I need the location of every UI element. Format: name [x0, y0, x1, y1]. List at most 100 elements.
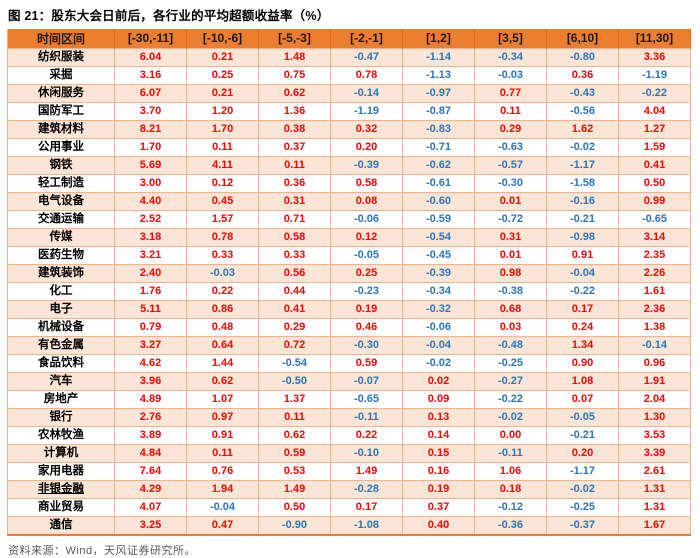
value-cell: 0.45 [186, 191, 259, 211]
value-cell: -0.14 [330, 83, 403, 103]
table-body: 纺织服装 6.04 0.21 1.48 -0.47 -1.14 -0.34 -0.80 3.36… [7, 47, 691, 535]
value-cell: 0.01 [474, 245, 547, 265]
value-cell: -0.90 [258, 515, 331, 535]
industry-label: 房地产 [7, 389, 115, 409]
value-cell: 4.62 [114, 353, 187, 373]
value-cell: 0.11 [258, 407, 331, 427]
table-row: 银行 2.76 0.97 0.11 -0.11 0.13 -0.02 -0.05 1.30 [7, 407, 691, 427]
value-cell: 1.49 [330, 461, 403, 481]
value-cell: 0.44 [258, 281, 331, 301]
value-cell: 0.22 [330, 425, 403, 445]
value-cell: -0.28 [330, 479, 403, 499]
value-cell: 7.64 [114, 461, 187, 481]
table-row: 轻工制造 3.00 0.12 0.36 0.58 -0.61 -0.30 -1.58 0.50 [7, 173, 691, 193]
value-cell: 1.06 [474, 461, 547, 481]
value-cell: -0.54 [258, 353, 331, 373]
value-cell: -0.39 [330, 155, 403, 175]
value-cell: 2.26 [618, 263, 691, 283]
table-row: 计算机 4.84 0.11 0.59 -0.10 0.15 -0.11 0.20 3.39 [7, 443, 691, 463]
value-cell: 0.24 [546, 317, 619, 337]
value-cell: 0.25 [186, 65, 259, 85]
value-cell: 5.11 [114, 299, 187, 319]
table-row: 采掘 3.16 0.25 0.75 0.78 -1.13 -0.03 0.36 -1.19 [7, 65, 691, 85]
value-cell: -0.80 [546, 47, 619, 67]
value-cell: 0.29 [258, 317, 331, 337]
value-cell: 1.67 [618, 515, 691, 535]
table-row: 有色金属 3.27 0.64 0.72 -0.30 -0.04 -0.48 1.34 -0.14 [7, 335, 691, 355]
value-cell: 0.53 [258, 461, 331, 481]
value-cell: -0.02 [546, 137, 619, 157]
value-cell: 0.71 [258, 209, 331, 229]
value-cell: 0.02 [402, 371, 475, 391]
value-cell: 1.94 [186, 479, 259, 499]
value-cell: -0.47 [330, 47, 403, 67]
value-cell: -0.62 [402, 155, 475, 175]
value-cell: 3.36 [618, 47, 691, 67]
value-cell: 0.29 [474, 119, 547, 139]
value-cell: -0.98 [546, 227, 619, 247]
table-row: 医药生物 3.21 0.33 0.33 -0.05 -0.45 0.01 0.91 2.35 [7, 245, 691, 265]
value-cell: -0.04 [546, 263, 619, 283]
value-cell: 1.49 [258, 479, 331, 499]
table-row: 钢铁 5.69 4.11 0.11 -0.39 -0.62 -0.57 -1.17 0.41 [7, 155, 691, 175]
value-cell: 0.33 [186, 245, 259, 265]
industry-label: 商业贸易 [7, 497, 115, 517]
value-cell: 0.62 [258, 83, 331, 103]
value-cell: 3.27 [114, 335, 187, 355]
industry-label: 化工 [7, 281, 115, 301]
industry-label: 通信 [7, 515, 115, 535]
value-cell: 0.59 [330, 353, 403, 373]
value-cell: 0.76 [186, 461, 259, 481]
value-cell: 4.11 [186, 155, 259, 175]
value-cell: 0.22 [186, 281, 259, 301]
value-cell: 1.57 [186, 209, 259, 229]
table-row: 通信 3.25 0.47 -0.90 -1.08 0.40 -0.36 -0.37 1.67 [7, 515, 691, 535]
value-cell: -0.22 [474, 389, 547, 409]
value-cell: 0.31 [474, 227, 547, 247]
column-header-interval: [3,5] [474, 29, 547, 48]
value-cell: 0.18 [474, 479, 547, 499]
value-cell: 3.00 [114, 173, 187, 193]
industry-label: 传媒 [7, 227, 115, 247]
industry-label: 食品饮料 [7, 353, 115, 373]
value-cell: 4.84 [114, 443, 187, 463]
table-row: 房地产 4.89 1.07 1.37 -0.65 0.09 -0.22 0.07 2.04 [7, 389, 691, 409]
table-row: 非银金融 4.29 1.94 1.49 -0.28 0.19 0.18 -0.02 1.31 [7, 479, 691, 499]
value-cell: 3.89 [114, 425, 187, 445]
industry-label: 钢铁 [7, 155, 115, 175]
value-cell: -0.07 [330, 371, 403, 391]
value-cell: 0.14 [402, 425, 475, 445]
value-cell: -0.61 [402, 173, 475, 193]
value-cell: 1.07 [186, 389, 259, 409]
value-cell: 3.16 [114, 65, 187, 85]
value-cell: 0.91 [186, 425, 259, 445]
value-cell: -0.97 [402, 83, 475, 103]
value-cell: 3.39 [618, 443, 691, 463]
value-cell: -0.48 [474, 335, 547, 355]
industry-label: 建筑材料 [7, 119, 115, 139]
industry-label: 有色金属 [7, 335, 115, 355]
value-cell: 0.96 [618, 353, 691, 373]
value-cell: 1.61 [618, 281, 691, 301]
table-row: 化工 1.76 0.22 0.44 -0.23 -0.34 -0.38 -0.22 1.61 [7, 281, 691, 301]
value-cell: -0.02 [474, 407, 547, 427]
value-cell: -0.65 [330, 389, 403, 409]
industry-label: 公用事业 [7, 137, 115, 157]
value-cell: 2.76 [114, 407, 187, 427]
value-cell: 0.21 [186, 83, 259, 103]
value-cell: 6.07 [114, 83, 187, 103]
industry-label: 医药生物 [7, 245, 115, 265]
value-cell: 0.17 [546, 299, 619, 319]
value-cell: 0.99 [618, 191, 691, 211]
value-cell: 0.68 [474, 299, 547, 319]
value-cell: 0.47 [186, 515, 259, 535]
value-cell: -0.22 [546, 281, 619, 301]
value-cell: -0.30 [474, 173, 547, 193]
value-cell: -0.04 [186, 497, 259, 517]
header-row: 时间区间 [-30,-11] [-10,-6] [-5,-3] [-2,-1] [1,2]… [7, 29, 691, 48]
industry-label: 电子 [7, 299, 115, 319]
value-cell: -1.13 [402, 65, 475, 85]
table-row: 国防军工 3.70 1.20 1.36 -1.19 -0.87 0.11 -0.56 4.04 [7, 101, 691, 121]
table-row: 电子 5.11 0.86 0.41 0.19 -0.32 0.68 0.17 2.36 [7, 299, 691, 319]
value-cell: 4.04 [618, 101, 691, 121]
